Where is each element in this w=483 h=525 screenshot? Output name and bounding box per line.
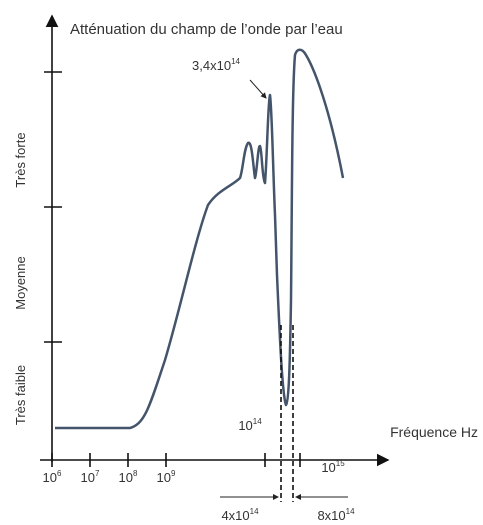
label-part: 7 <box>95 469 100 478</box>
x-tick-label: 1015 <box>321 459 345 475</box>
arrow <box>249 79 267 99</box>
annotation: 3,4x1014 <box>192 57 240 73</box>
label-part: 10 <box>321 460 335 475</box>
annotation: 4x1014 <box>221 507 259 523</box>
y-level: Très forte <box>13 132 28 187</box>
x-tick-label: 1014 <box>238 417 262 433</box>
label-part: 10 <box>43 470 57 485</box>
x-axis-label: Fréquence Hz <box>390 424 478 440</box>
label-part: 8x10 <box>317 508 345 523</box>
title: Atténuation du champ de l’onde par l’eau <box>70 21 343 38</box>
label-part: 10 <box>81 470 95 485</box>
x-ticks <box>51 453 301 467</box>
label-part: 10 <box>119 470 133 485</box>
label-part: 14 <box>250 507 259 516</box>
y-level: Moyenne <box>13 256 28 309</box>
y-ticks <box>44 71 62 343</box>
label-part: 4x10 <box>221 508 249 523</box>
label-part: 8 <box>133 469 138 478</box>
x-tick-label: 106 <box>43 469 62 485</box>
label-part: 15 <box>336 459 345 468</box>
attenuation-curve <box>55 48 345 430</box>
x-tick-label: 107 <box>81 469 100 485</box>
label-part: 6 <box>57 469 62 478</box>
label-part: 14 <box>253 417 262 426</box>
annotation: 8x1014 <box>317 507 355 523</box>
label-part: 9 <box>171 469 176 478</box>
frequency-markers <box>280 325 294 502</box>
y-level: Très faible <box>13 365 28 425</box>
label-part: 3,4x10 <box>192 58 231 73</box>
label-part: 14 <box>231 57 240 66</box>
x-tick-label: 108 <box>119 469 138 485</box>
x-tick-label: 109 <box>157 469 176 485</box>
label-part: 10 <box>238 418 252 433</box>
label-part: 14 <box>346 507 355 516</box>
label-part: 10 <box>157 470 171 485</box>
